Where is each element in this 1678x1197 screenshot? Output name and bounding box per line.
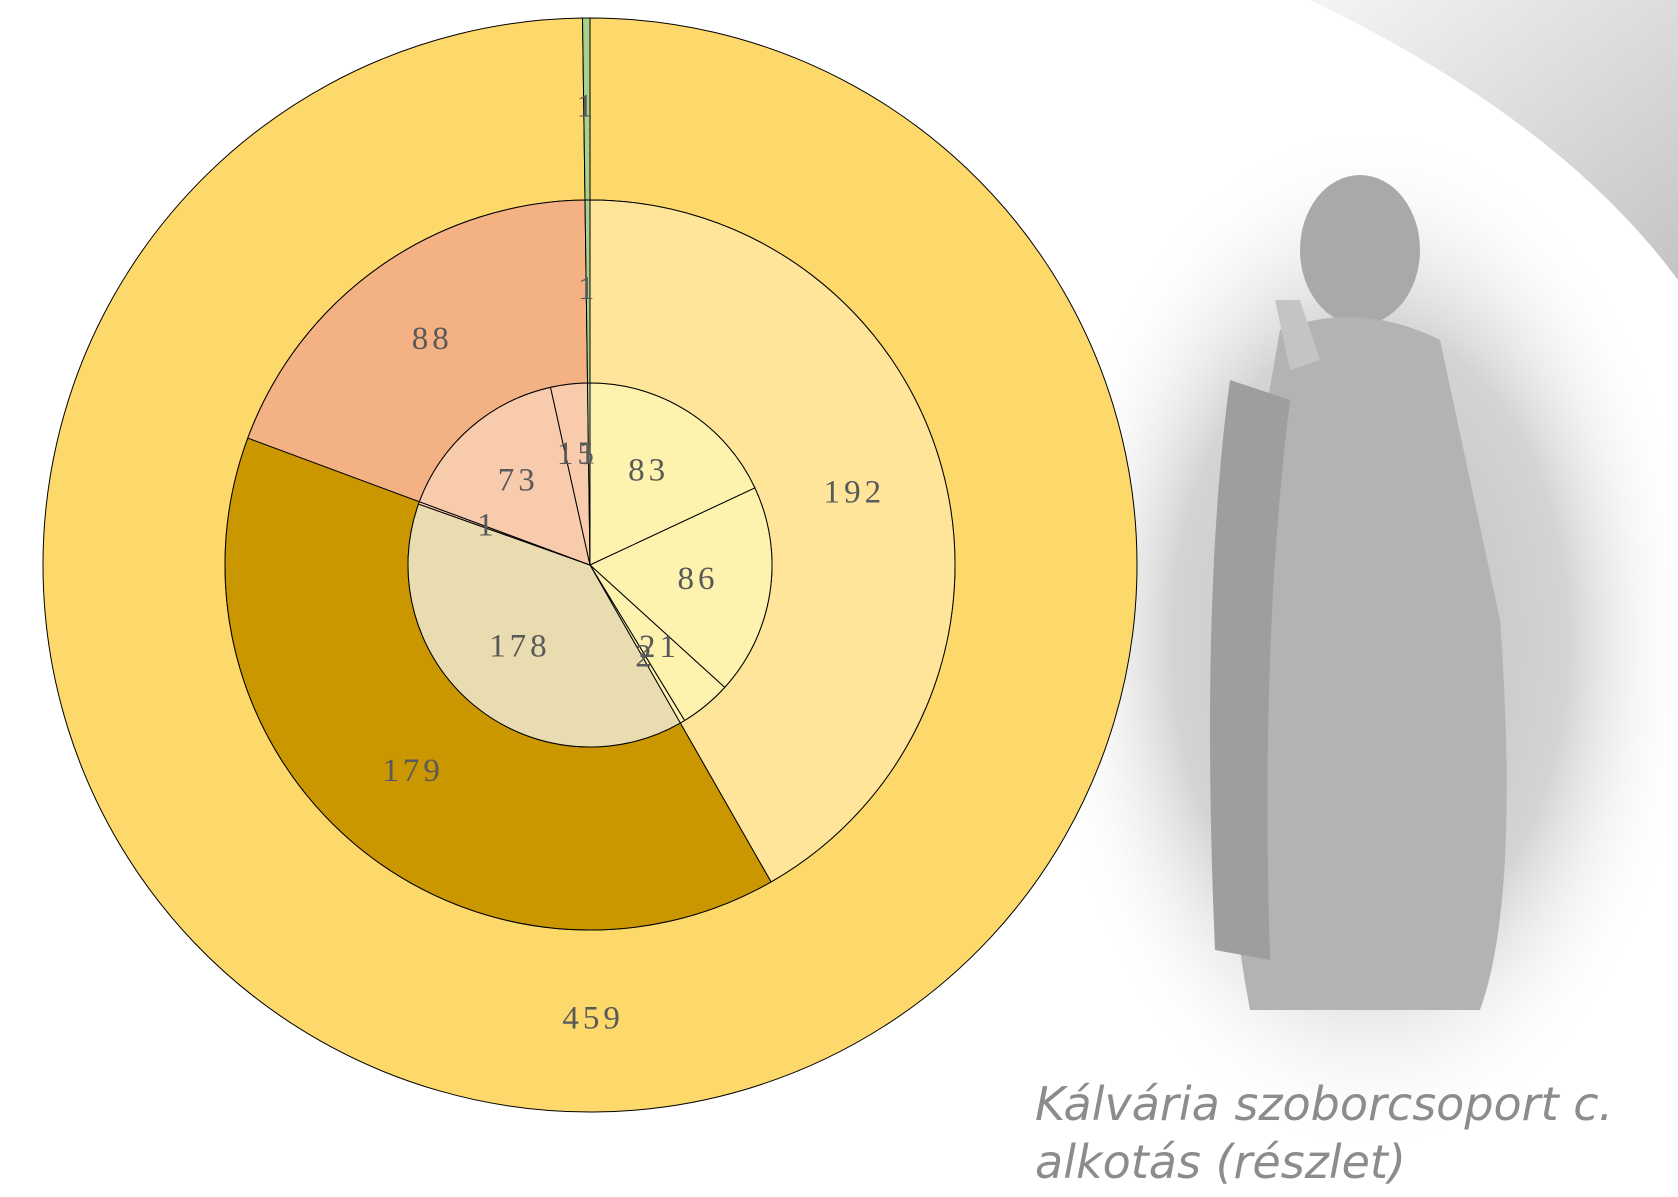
caption: Kálvária szoborcsoport c. alkotás (részl… <box>1035 1075 1635 1191</box>
data-label: 1 <box>577 89 598 125</box>
data-label: 83 <box>628 452 669 488</box>
data-label: 2 <box>635 639 656 675</box>
data-label: 1 <box>477 507 498 543</box>
data-label: 459 <box>562 1001 624 1037</box>
data-label: 178 <box>489 628 551 664</box>
page: 45911921798818386212178173151 Kálvária s… <box>0 0 1678 1197</box>
data-label: 1 <box>579 435 600 471</box>
data-label: 179 <box>382 753 444 789</box>
data-label: 88 <box>412 321 453 357</box>
data-label: 1 <box>578 271 599 307</box>
data-label: 73 <box>498 462 539 498</box>
chart: 45911921798818386212178173151 <box>0 0 1678 1197</box>
data-label: 192 <box>824 474 886 510</box>
data-label: 86 <box>677 561 718 597</box>
